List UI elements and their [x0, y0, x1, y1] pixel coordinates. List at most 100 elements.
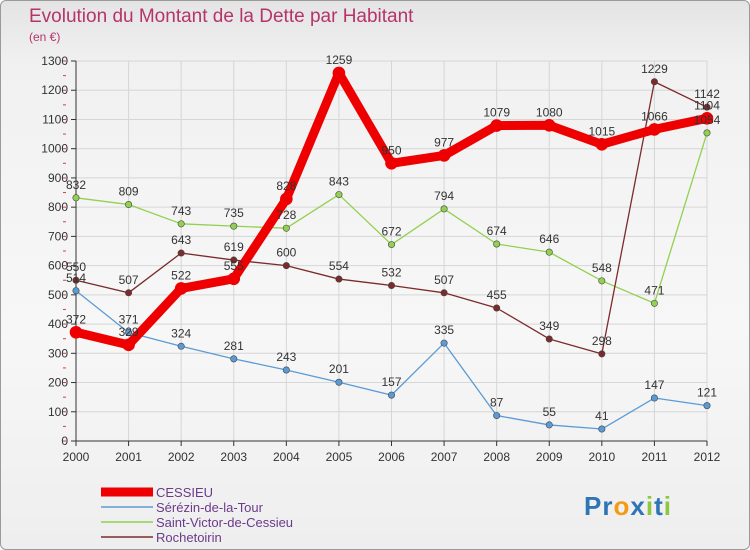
- data-point-serezin-de-la-tour: [72, 287, 80, 295]
- data-label-saint-victor-de-cessieu: 809: [119, 185, 139, 199]
- data-point-serezin-de-la-tour: [545, 421, 553, 429]
- data-label-saint-victor-de-cessieu: 646: [539, 232, 559, 246]
- y-tick-label: 700: [48, 229, 68, 243]
- data-label-cessieu: 950: [381, 143, 401, 157]
- data-point-rochetoirin: [493, 304, 501, 312]
- data-label-serezin-de-la-tour: 371: [119, 313, 139, 327]
- data-point-cessieu: [227, 272, 241, 286]
- data-label-cessieu: 1079: [483, 106, 510, 120]
- data-point-serezin-de-la-tour: [440, 339, 448, 347]
- data-point-saint-victor-de-cessieu: [335, 191, 343, 199]
- data-label-cessieu: 522: [171, 268, 191, 282]
- logo-letter: o: [613, 491, 631, 521]
- data-label-rochetoirin: 298: [592, 334, 612, 348]
- y-tick-label: 800: [48, 200, 68, 214]
- data-point-rochetoirin: [598, 350, 606, 358]
- data-label-serezin-de-la-tour: 281: [224, 339, 244, 353]
- y-tick-label: 500: [48, 288, 68, 302]
- data-point-serezin-de-la-tour: [387, 391, 395, 399]
- data-point-saint-victor-de-cessieu: [493, 240, 501, 248]
- data-label-cessieu: 1259: [326, 53, 353, 67]
- data-point-rochetoirin: [387, 281, 395, 289]
- data-label-cessieu: 828: [276, 179, 296, 193]
- data-label-rochetoirin: 455: [487, 288, 507, 302]
- x-tick-label: 2004: [273, 450, 300, 464]
- y-tick-label: 300: [48, 346, 68, 360]
- y-tick-label: 1300: [41, 54, 68, 68]
- data-point-cessieu: [332, 66, 346, 80]
- data-label-cessieu: 1066: [641, 109, 668, 123]
- x-tick-label: 2002: [168, 450, 195, 464]
- data-label-rochetoirin: 600: [276, 246, 296, 260]
- data-label-saint-victor-de-cessieu: 832: [66, 178, 86, 192]
- unit-label: (en €): [29, 30, 61, 44]
- data-label-saint-victor-de-cessieu: 674: [487, 224, 507, 238]
- data-point-serezin-de-la-tour: [650, 394, 658, 402]
- x-tick-label: 2010: [588, 450, 615, 464]
- data-label-serezin-de-la-tour: 243: [276, 350, 296, 364]
- x-tick-label: 2008: [483, 450, 510, 464]
- x-tick-label: 2009: [536, 450, 563, 464]
- data-point-cessieu: [69, 325, 83, 339]
- data-label-serezin-de-la-tour: 514: [66, 271, 86, 285]
- x-tick-label: 2012: [694, 450, 721, 464]
- x-tick-label: 2001: [115, 450, 142, 464]
- data-label-rochetoirin: 532: [381, 265, 401, 279]
- data-label-rochetoirin: 1229: [641, 62, 668, 76]
- data-label-rochetoirin: 1142: [694, 87, 720, 101]
- data-point-serezin-de-la-tour: [125, 329, 133, 337]
- data-point-saint-victor-de-cessieu: [125, 201, 133, 209]
- proxiti-logo: Proxiti: [584, 491, 672, 522]
- y-tick-label: 1000: [41, 142, 68, 156]
- data-point-serezin-de-la-tour: [703, 402, 711, 410]
- data-point-saint-victor-de-cessieu: [72, 194, 80, 202]
- y-tick-label: 200: [48, 376, 68, 390]
- data-label-serezin-de-la-tour: 41: [595, 409, 609, 423]
- data-point-rochetoirin: [650, 78, 658, 86]
- y-tick-label: 600: [48, 259, 68, 273]
- data-point-rochetoirin: [72, 276, 80, 284]
- data-point-cessieu: [542, 119, 556, 132]
- data-label-rochetoirin: 554: [329, 259, 349, 273]
- data-point-cessieu: [280, 192, 293, 206]
- data-point-saint-victor-de-cessieu: [177, 220, 185, 228]
- chart-title: Evolution du Montant de la Dette par Hab…: [29, 6, 414, 27]
- data-point-cessieu: [385, 157, 398, 170]
- data-point-rochetoirin: [282, 262, 290, 270]
- data-point-saint-victor-de-cessieu: [598, 277, 606, 285]
- data-point-cessieu: [174, 282, 188, 295]
- data-label-saint-victor-de-cessieu: 1054: [694, 113, 721, 127]
- data-point-rochetoirin: [703, 103, 711, 111]
- x-tick-label: 2007: [431, 450, 458, 464]
- data-label-cessieu: 555: [224, 259, 244, 273]
- data-label-serezin-de-la-tour: 147: [644, 378, 664, 392]
- data-label-saint-victor-de-cessieu: 672: [381, 225, 401, 239]
- data-label-saint-victor-de-cessieu: 843: [329, 175, 349, 189]
- data-label-cessieu: 1015: [588, 124, 615, 138]
- data-point-serezin-de-la-tour: [493, 412, 501, 420]
- x-tick-label: 2011: [642, 450, 668, 464]
- data-label-rochetoirin: 507: [119, 273, 139, 287]
- data-label-serezin-de-la-tour: 87: [490, 396, 504, 410]
- data-label-saint-victor-de-cessieu: 471: [644, 283, 664, 297]
- logo-letter: t: [654, 491, 664, 521]
- data-point-rochetoirin: [440, 289, 448, 297]
- data-point-cessieu: [700, 111, 714, 125]
- data-point-rochetoirin: [125, 289, 133, 297]
- data-point-serezin-de-la-tour: [335, 378, 343, 386]
- data-label-cessieu: 977: [434, 135, 454, 149]
- data-label-rochetoirin: 550: [66, 260, 86, 274]
- x-tick-label: 2000: [63, 450, 90, 464]
- data-label-rochetoirin: 643: [171, 233, 191, 247]
- data-point-saint-victor-de-cessieu: [282, 224, 290, 232]
- data-point-serezin-de-la-tour: [177, 342, 185, 350]
- data-label-rochetoirin: 349: [539, 319, 559, 333]
- data-label-saint-victor-de-cessieu: 794: [434, 189, 454, 203]
- data-point-serezin-de-la-tour: [598, 425, 606, 433]
- data-point-rochetoirin: [545, 335, 553, 343]
- data-label-cessieu: 372: [66, 312, 86, 326]
- data-label-cessieu: 329: [119, 325, 139, 339]
- y-tick-label: 400: [48, 317, 68, 331]
- y-tick-label: 900: [48, 171, 68, 185]
